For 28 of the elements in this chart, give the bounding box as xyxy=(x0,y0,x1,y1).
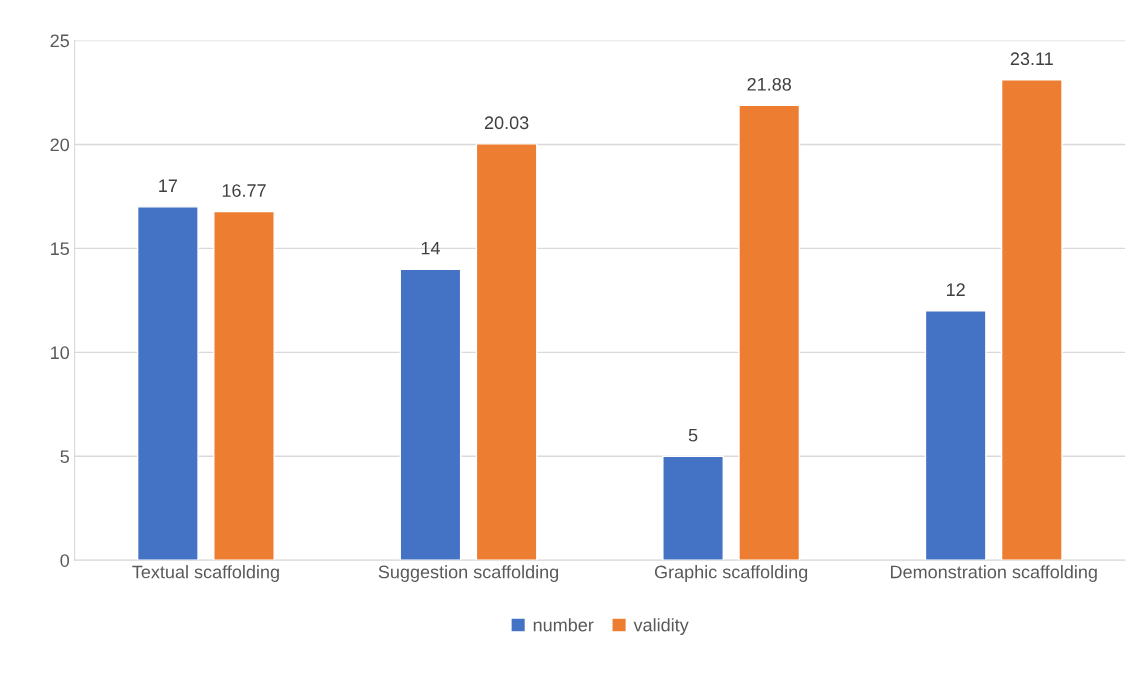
y-tick-label: 5 xyxy=(60,450,69,464)
data-label: 14 xyxy=(421,241,440,255)
legend-label: number xyxy=(533,618,594,632)
bar xyxy=(738,104,801,561)
y-tick-label: 20 xyxy=(50,138,70,152)
data-label: 20.03 xyxy=(484,116,529,130)
data-label: 23.11 xyxy=(1010,52,1053,66)
x-tick-label: Graphic scaffolding xyxy=(654,565,808,582)
data-label: 5 xyxy=(688,429,698,442)
bar xyxy=(136,206,199,561)
data-label: 21.88 xyxy=(747,77,792,91)
bar xyxy=(399,268,462,561)
bar xyxy=(924,310,987,561)
y-tick-label: 15 xyxy=(51,242,69,256)
bar xyxy=(1000,79,1063,561)
bar xyxy=(475,143,538,561)
data-label: 12 xyxy=(947,283,965,296)
y-tick-label: 0 xyxy=(60,554,70,567)
x-tick-label: Textual scaffolding xyxy=(132,565,279,582)
x-tick-label: Demonstration scaffolding xyxy=(891,565,1097,582)
x-tick-label: Suggestion scaffolding xyxy=(378,565,559,582)
data-label: 17 xyxy=(159,179,177,192)
bar xyxy=(662,455,724,561)
legend-label: validity xyxy=(633,618,689,636)
y-tick-label: 10 xyxy=(51,346,70,360)
data-label: 16.77 xyxy=(222,184,266,197)
bar xyxy=(213,210,275,561)
y-tick-label: 25 xyxy=(50,34,69,48)
